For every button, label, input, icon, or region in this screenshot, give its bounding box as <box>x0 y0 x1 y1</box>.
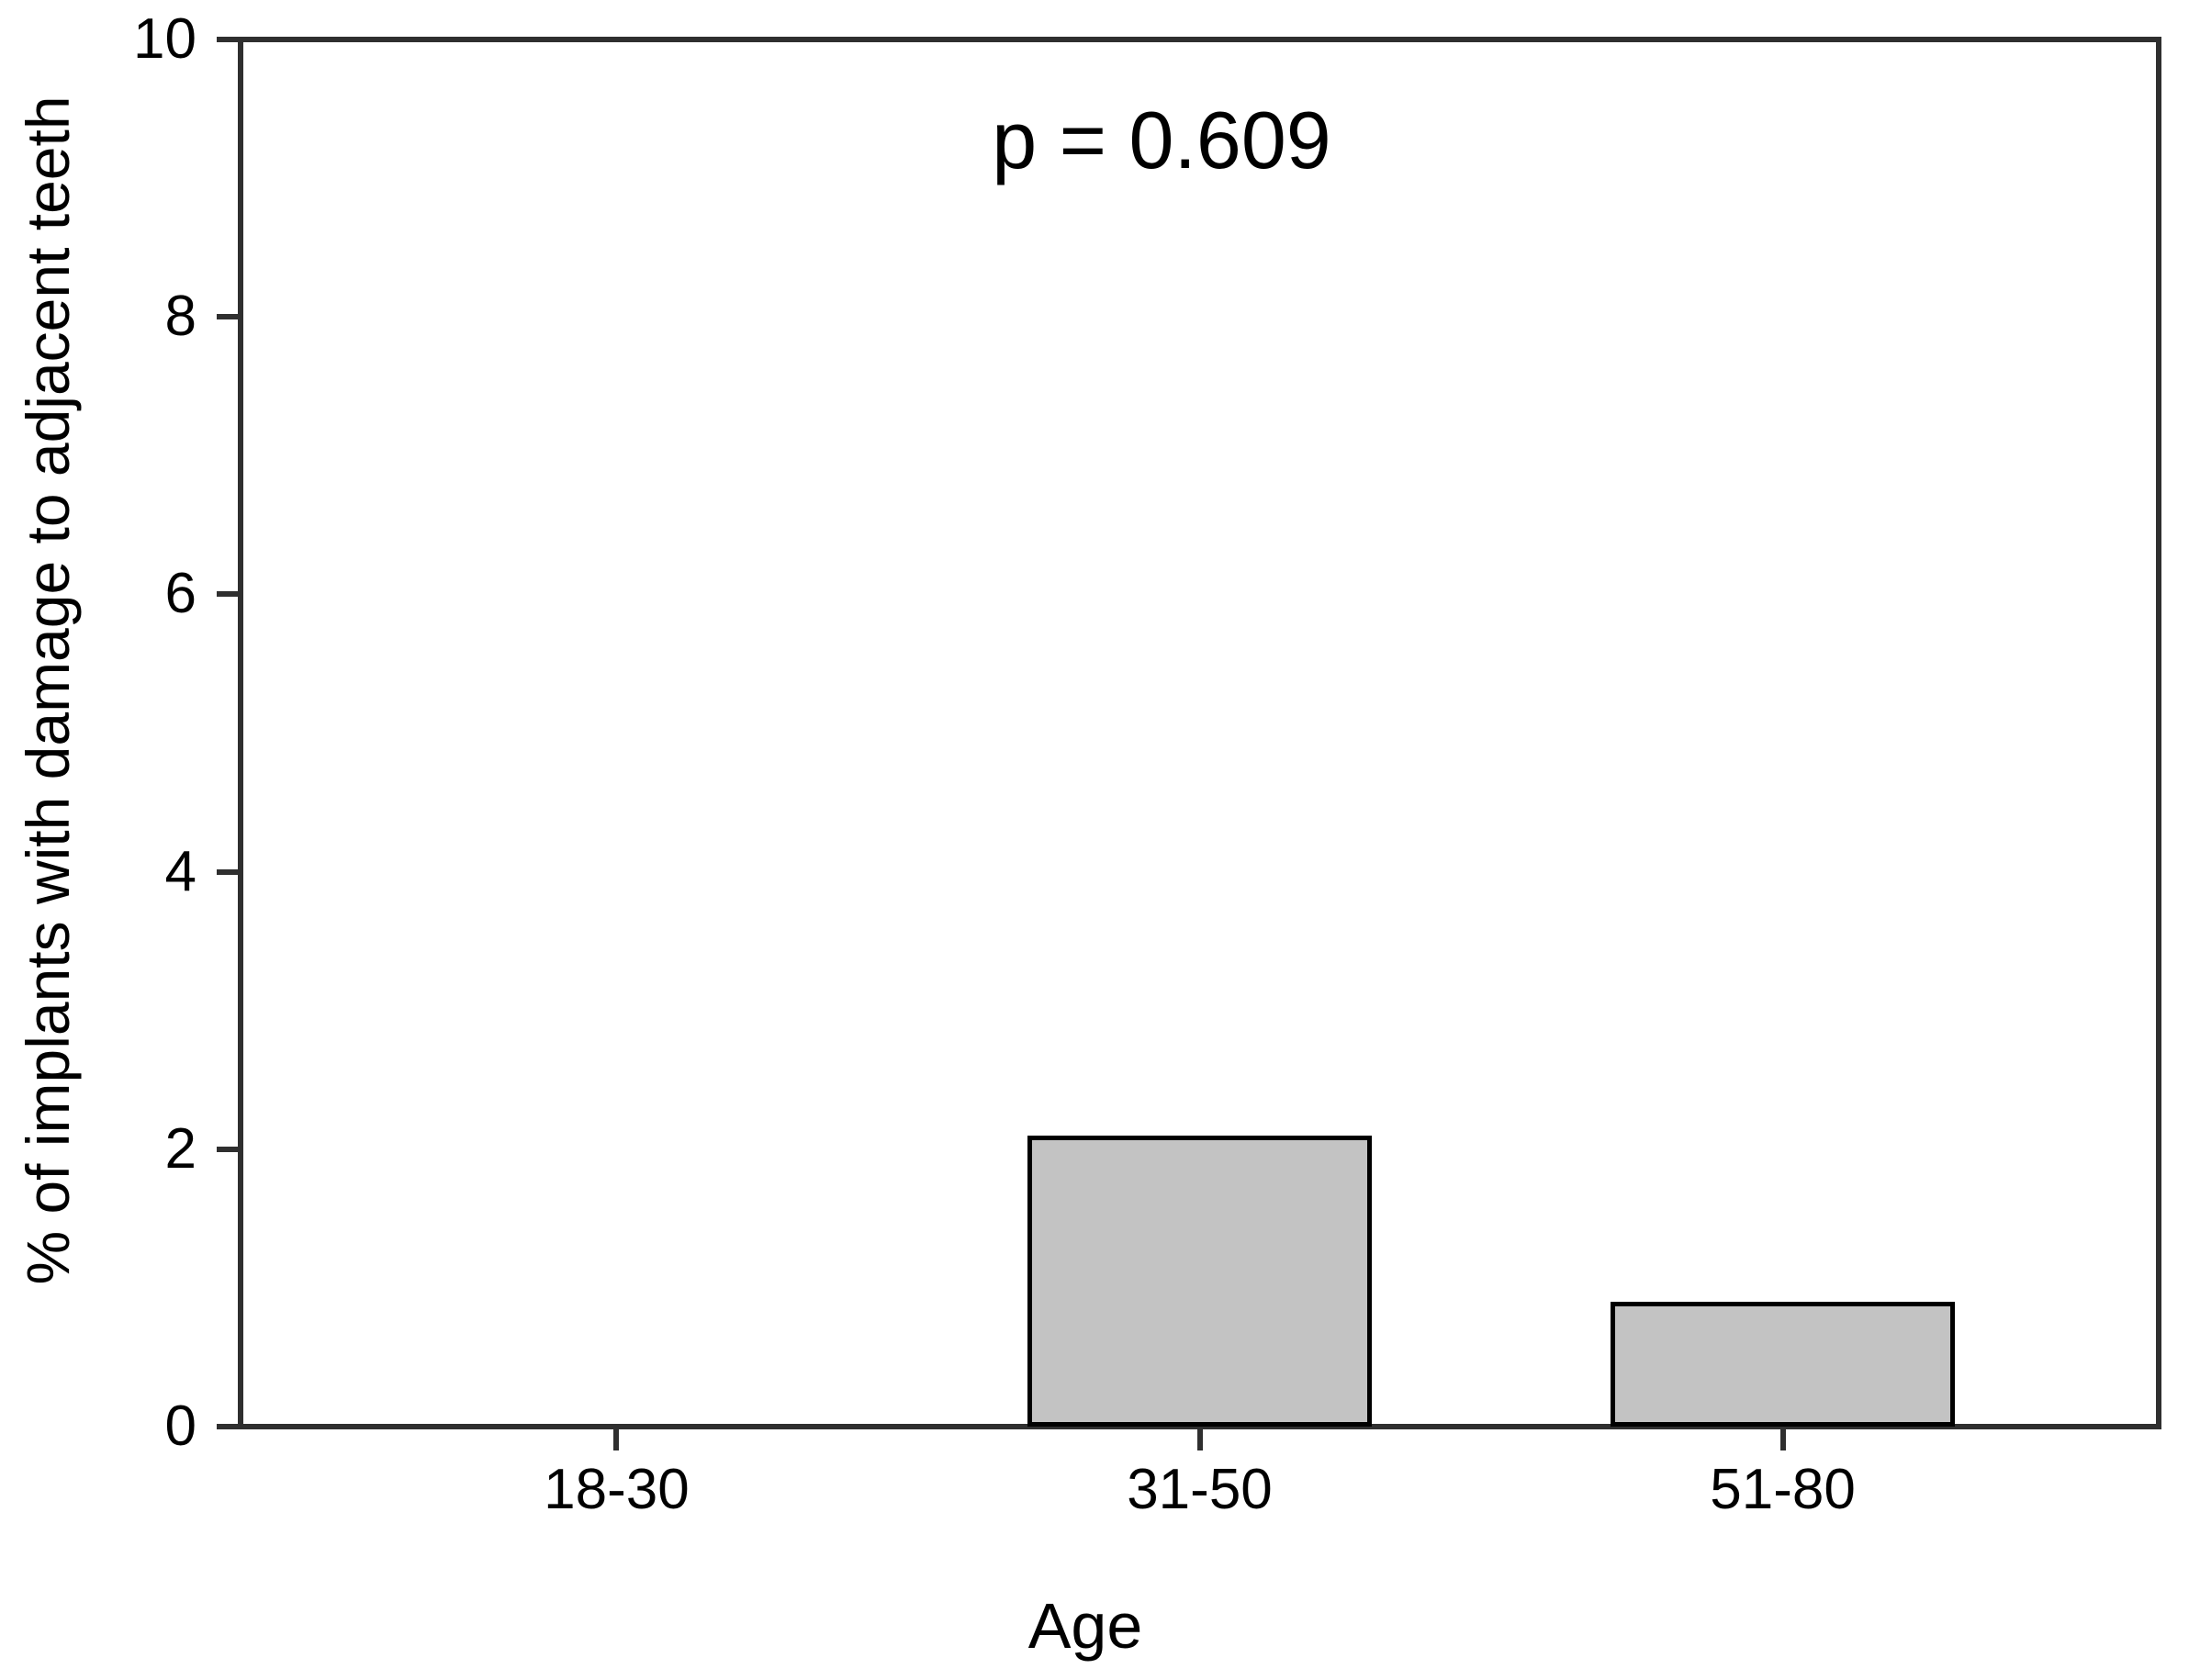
x-axis-tick-label: 18-30 <box>544 1458 690 1521</box>
x-axis-tick <box>613 1427 620 1450</box>
x-axis-tick-label: 51-80 <box>1710 1458 1856 1521</box>
y-axis-tick-label: 0 <box>164 1394 196 1458</box>
y-axis-tick <box>217 1146 241 1152</box>
y-axis-tick-label: 6 <box>164 562 196 626</box>
bar-31-50 <box>1027 1135 1372 1427</box>
y-axis-tick <box>217 37 241 42</box>
y-axis-tick <box>217 868 241 875</box>
x-axis-tick <box>1779 1427 1786 1450</box>
y-axis-title-text: % of implants with damage to adjacent te… <box>14 95 82 1285</box>
x-axis-tick <box>1196 1427 1203 1450</box>
y-axis-tick <box>217 1424 241 1429</box>
bar-51-80 <box>1611 1302 1956 1427</box>
y-axis-tick-label: 8 <box>164 285 196 349</box>
y-axis-tick <box>217 591 241 598</box>
y-axis-tick-label: 2 <box>164 1116 196 1181</box>
y-axis-tick-label: 10 <box>133 7 196 71</box>
x-axis-tick-label: 31-50 <box>1127 1458 1273 1521</box>
p-value-annotation: p = 0.609 <box>992 95 1331 185</box>
y-axis-tick <box>217 314 241 320</box>
y-axis-tick-label: 4 <box>164 839 196 903</box>
x-axis-title: Age <box>1027 1590 1143 1662</box>
